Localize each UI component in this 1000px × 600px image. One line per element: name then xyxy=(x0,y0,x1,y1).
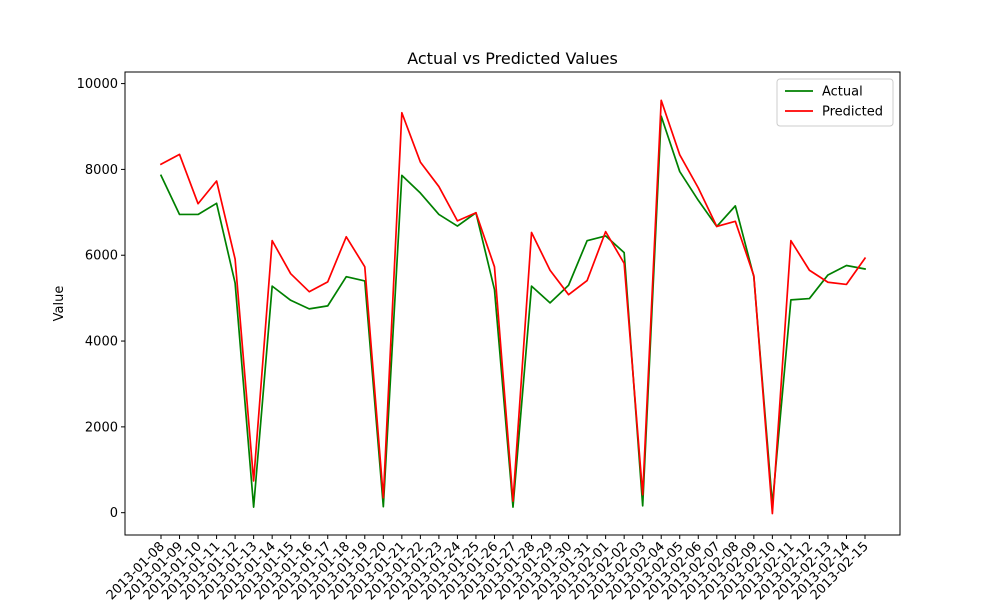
y-axis: 0 2000 4000 6000 8000 10000 xyxy=(77,77,125,521)
legend-label-actual: Actual xyxy=(822,85,863,100)
y-tick-label: 10000 xyxy=(77,77,118,92)
chart-title: Actual vs Predicted Values xyxy=(407,49,618,68)
legend: Actual Predicted xyxy=(776,78,894,127)
y-tick-label: 8000 xyxy=(85,163,118,178)
y-tick-label: 6000 xyxy=(85,249,118,264)
y-tick-label: 2000 xyxy=(85,420,118,435)
series-layer xyxy=(159,99,867,515)
series-line-predicted xyxy=(159,99,867,515)
y-tick-label: 4000 xyxy=(85,335,118,350)
plot-area xyxy=(125,72,900,535)
y-axis-label: Value xyxy=(52,286,67,322)
y-tick-label: 0 xyxy=(110,506,118,521)
legend-label-predicted: Predicted xyxy=(822,105,883,120)
x-axis: 2013-01-082013-01-092013-01-102013-01-11… xyxy=(104,535,872,600)
series-line-actual xyxy=(159,115,866,508)
